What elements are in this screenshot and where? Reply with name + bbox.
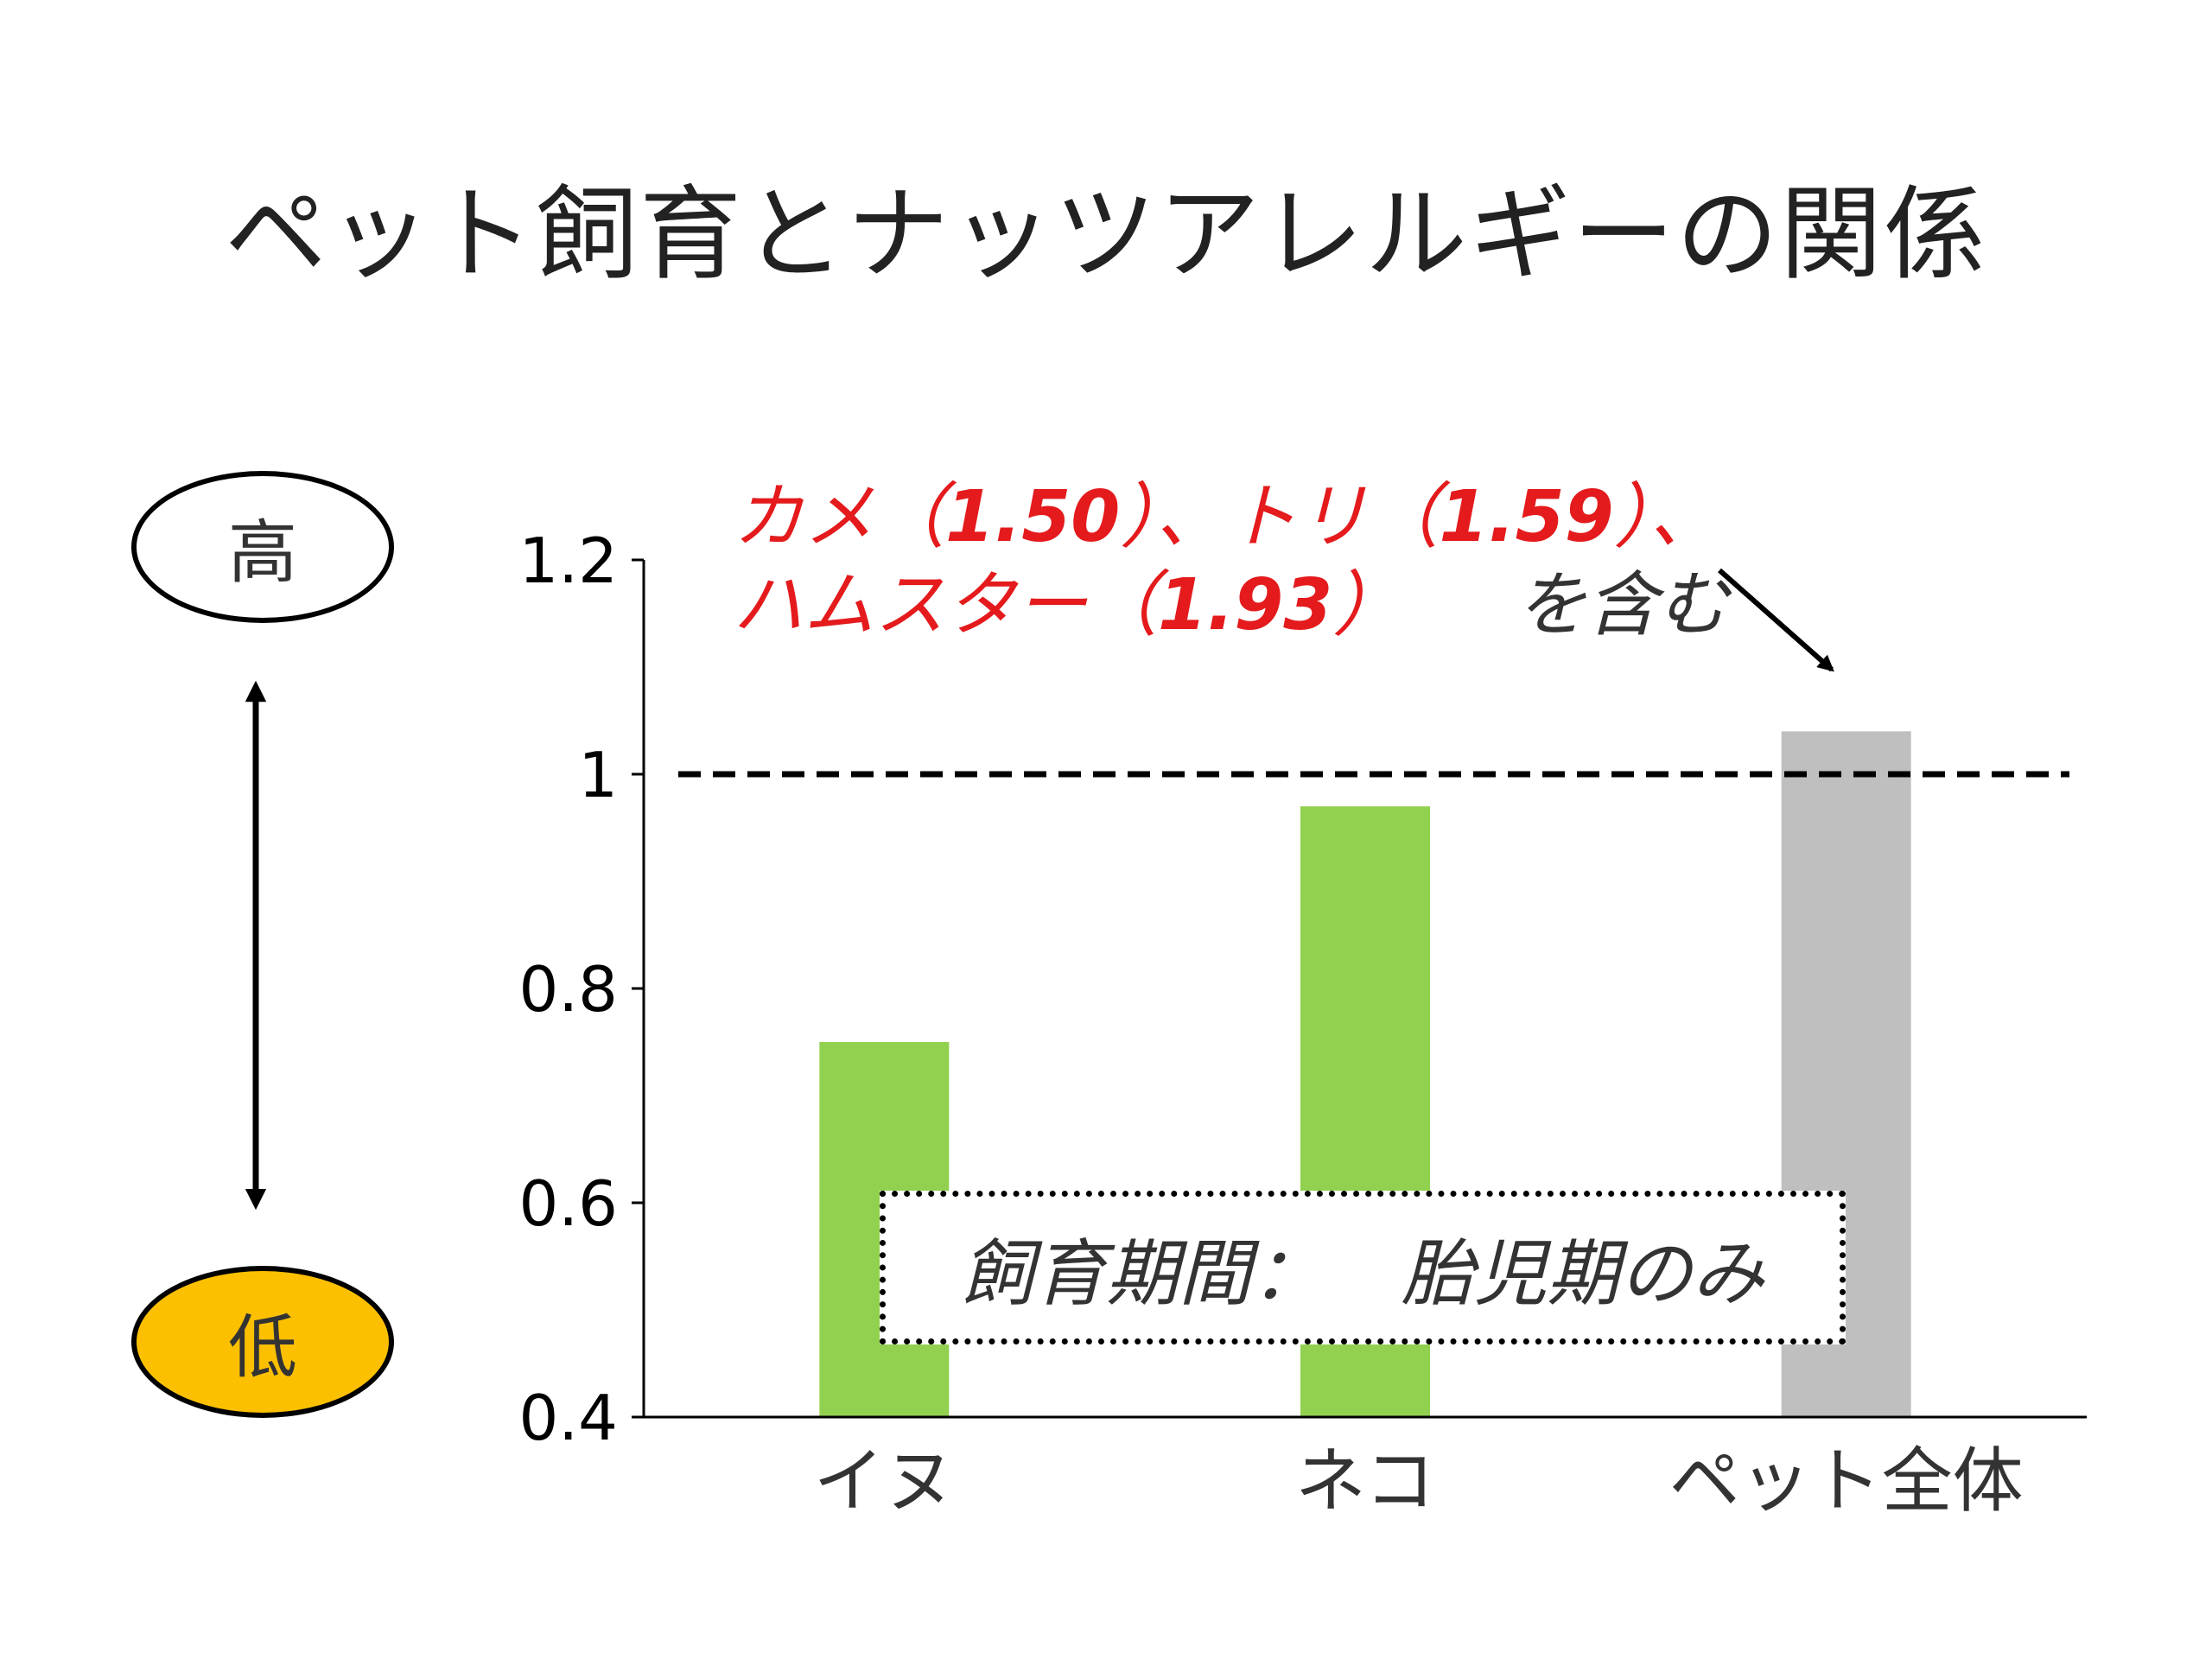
- period-label: 飼育期間：: [960, 1230, 1324, 1316]
- plot-area: イヌ ネコ ペット全体 0.4 0.6 0.8 1 1.2: [518, 524, 2087, 1522]
- x-tick-label-0: イヌ: [813, 1440, 955, 1522]
- period-value: 胎児期のみ: [1402, 1230, 1765, 1316]
- y-tick-label-1: 0.6: [518, 1167, 618, 1240]
- y-tick-label-2: 0.8: [518, 953, 618, 1026]
- annotation-2-part-0: ハムスター（: [733, 564, 1158, 646]
- annotation-line-1: カメ（1.50）、トリ（1.59）、: [733, 482, 1720, 553]
- high-indicator: 高: [131, 471, 394, 623]
- annotation-arrow: [1718, 568, 1834, 672]
- page-title: ペット飼育とナッツアレルギーの関係: [224, 175, 1987, 294]
- annotation-1-part-1: 1.50: [945, 476, 1121, 558]
- x-tick-label-2: ペット全体: [1669, 1440, 2024, 1522]
- x-tick-label-1: ネコ: [1295, 1440, 1435, 1522]
- low-label: 低: [228, 1307, 297, 1388]
- annotation-1-part-2: ）、トリ（: [1120, 476, 1440, 558]
- annotation-2-part-1: 1.93: [1158, 564, 1333, 646]
- annotation-1-part-3: 1.59: [1439, 476, 1614, 558]
- annotation-1-part-0: カメ（: [733, 476, 945, 558]
- high-label: 高: [228, 512, 297, 593]
- annotation-2-part-2: ）: [1332, 564, 1404, 646]
- annotation-1-part-4: ）、: [1613, 476, 1720, 558]
- y-tick-label-3: 1: [578, 739, 618, 811]
- y-tick-label-4: 1.2: [518, 524, 618, 597]
- annotation-line-2: ハムスター（1.93） を含む: [733, 570, 1728, 641]
- period-box: 飼育期間： 胎児期のみ: [880, 1191, 1846, 1344]
- annotation-2-part-3: を含む: [1516, 564, 1729, 646]
- low-indicator: 低: [131, 1266, 394, 1418]
- y-tick-label-0: 0.4: [518, 1382, 618, 1454]
